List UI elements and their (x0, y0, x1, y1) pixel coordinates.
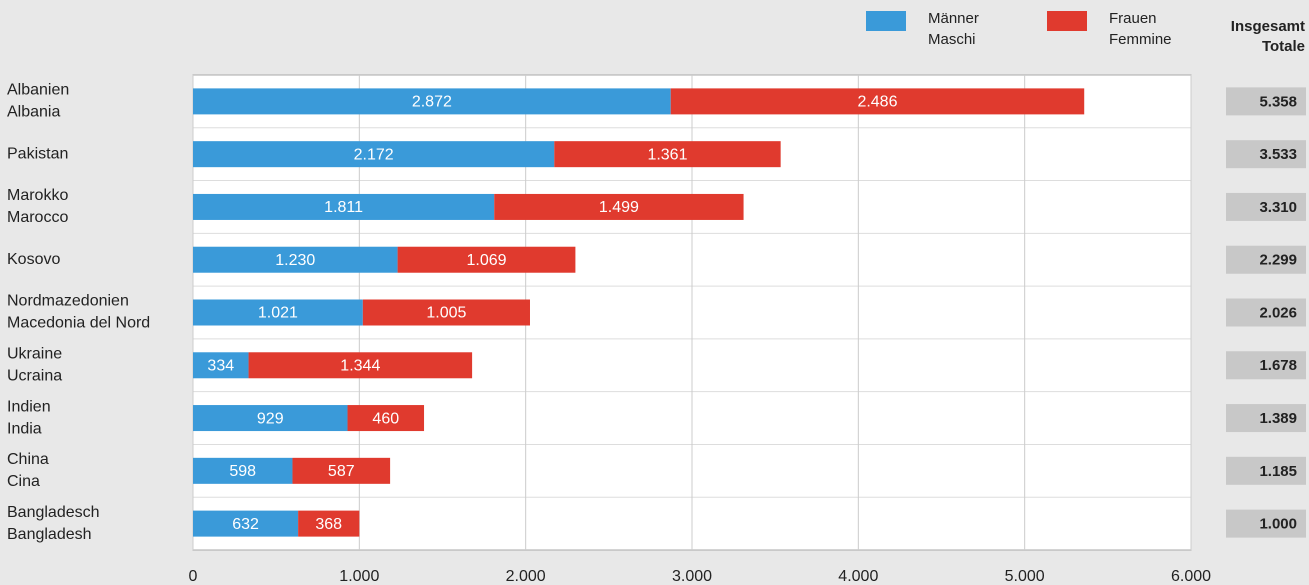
totals-header: Insgesamt (1231, 18, 1305, 35)
bar-segment (494, 193, 744, 220)
value-label: 1.230 (275, 252, 315, 269)
bar-segment (554, 141, 781, 168)
bar-segment (193, 457, 293, 484)
x-tick-label: 4.000 (838, 568, 878, 585)
total-box (1226, 351, 1306, 380)
category-label: Macedonia del Nord (7, 315, 150, 332)
bar-segment (193, 352, 249, 379)
category-label: Ucraina (7, 367, 62, 384)
value-label: 368 (315, 516, 342, 533)
category-label: Bangladesh (7, 526, 92, 543)
x-tick-label: 5.000 (1005, 568, 1045, 585)
value-label: 929 (257, 410, 284, 427)
bar-segment (298, 510, 360, 537)
value-label: 598 (229, 463, 256, 480)
value-label: 1.499 (599, 199, 639, 216)
total-label: 2.026 (1259, 304, 1297, 321)
legend-label: Frauen (1109, 10, 1157, 27)
value-label: 632 (232, 516, 259, 533)
total-label: 3.310 (1259, 199, 1297, 216)
x-tick-label: 6.000 (1171, 568, 1211, 585)
value-label: 1.811 (324, 199, 363, 216)
x-tick-label: 2.000 (506, 568, 546, 585)
total-box (1226, 298, 1306, 327)
bar-segment (193, 88, 671, 115)
total-label: 1.389 (1259, 410, 1297, 427)
legend-label: Maschi (928, 31, 976, 48)
value-label: 2.872 (412, 94, 452, 111)
legend-label: Männer (928, 10, 979, 27)
category-label: Albania (7, 104, 60, 121)
value-label: 1.344 (340, 357, 380, 374)
category-label: Pakistan (7, 145, 68, 162)
bar-segment (193, 141, 555, 168)
x-tick-label: 0 (189, 568, 198, 585)
bar-segment (248, 352, 473, 379)
total-box (1226, 456, 1306, 485)
value-label: 2.172 (354, 146, 394, 163)
total-label: 2.299 (1259, 252, 1297, 269)
category-label: Ukraine (7, 345, 62, 362)
category-label: Bangladesch (7, 504, 100, 521)
value-label: 2.486 (857, 94, 897, 111)
total-label: 1.185 (1259, 463, 1297, 480)
total-box (1226, 87, 1306, 116)
total-label: 3.533 (1259, 146, 1297, 163)
value-label: 1.069 (466, 252, 506, 269)
x-tick-label: 1.000 (339, 568, 379, 585)
value-label: 334 (207, 357, 234, 374)
category-label: China (7, 451, 49, 468)
value-label: 460 (372, 410, 399, 427)
category-label: Cina (7, 473, 40, 490)
total-label: 1.000 (1259, 516, 1297, 533)
x-tick-label: 3.000 (672, 568, 712, 585)
total-box (1226, 404, 1306, 433)
value-label: 587 (328, 463, 355, 480)
totals-header: Totale (1262, 38, 1305, 55)
legend-swatch (866, 11, 906, 31)
category-label: Indien (7, 398, 51, 415)
bar-segment (193, 193, 495, 220)
total-box (1226, 140, 1306, 169)
category-label: Kosovo (7, 251, 60, 268)
category-label: Albanien (7, 82, 69, 99)
category-label: Nordmazedonien (7, 293, 129, 310)
total-label: 5.358 (1259, 93, 1297, 110)
bar-segment (362, 299, 530, 326)
value-label: 1.361 (647, 146, 687, 163)
category-label: India (7, 420, 42, 437)
bar-segment (397, 246, 576, 273)
bar-segment (193, 405, 348, 432)
legend-swatch (1047, 11, 1087, 31)
legend-label: Femmine (1109, 31, 1172, 48)
total-label: 1.678 (1259, 357, 1297, 374)
bar-segment (193, 246, 398, 273)
total-box (1226, 509, 1306, 538)
bar-segment (193, 299, 363, 326)
bar-segment (347, 405, 425, 432)
bar-segment (193, 510, 299, 537)
bar-segment (670, 88, 1085, 115)
value-label: 1.005 (426, 305, 466, 322)
value-label: 1.021 (258, 305, 298, 322)
total-box (1226, 192, 1306, 221)
category-label: Marokko (7, 187, 68, 204)
bar-segment (292, 457, 391, 484)
total-box (1226, 245, 1306, 274)
category-label: Marocco (7, 209, 68, 226)
